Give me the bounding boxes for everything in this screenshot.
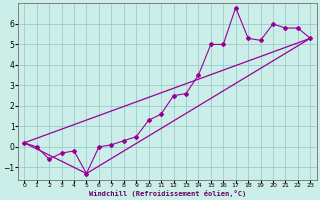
X-axis label: Windchill (Refroidissement éolien,°C): Windchill (Refroidissement éolien,°C)	[89, 190, 246, 197]
